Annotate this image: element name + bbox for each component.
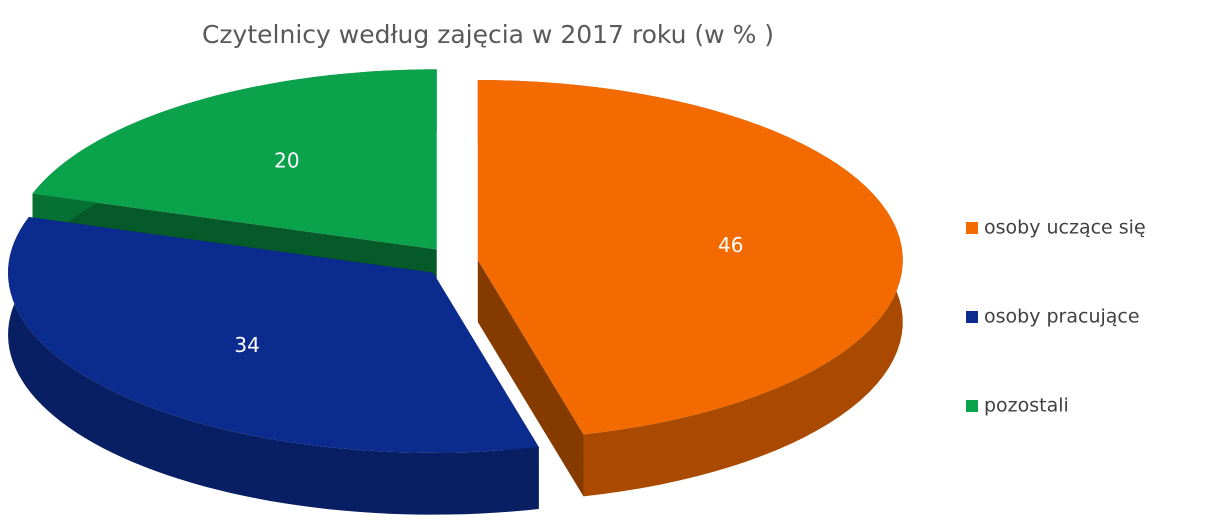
slice-top <box>477 80 903 435</box>
slice-top <box>8 217 539 453</box>
legend: osoby uczące się osoby pracujące pozostali <box>966 217 1146 417</box>
data-label: 20 <box>274 149 299 173</box>
data-label: 34 <box>234 333 259 357</box>
data-label: 46 <box>718 233 743 257</box>
pie: 20 46 34 <box>8 69 903 515</box>
slice-wall <box>477 260 584 497</box>
legend-label: osoby pracujące <box>984 306 1140 328</box>
slice-top <box>32 69 437 250</box>
legend-swatch <box>966 222 978 234</box>
chart-title: Czytelnicy według zajęcia w 2017 roku (w… <box>202 20 774 49</box>
legend-label: osoby uczące się <box>984 217 1146 239</box>
legend-swatch <box>966 400 978 412</box>
pie-slice <box>477 80 903 497</box>
slice-side <box>8 217 539 515</box>
pie-slice <box>8 217 539 515</box>
legend-swatch <box>966 311 978 323</box>
legend-label: pozostali <box>984 395 1069 417</box>
